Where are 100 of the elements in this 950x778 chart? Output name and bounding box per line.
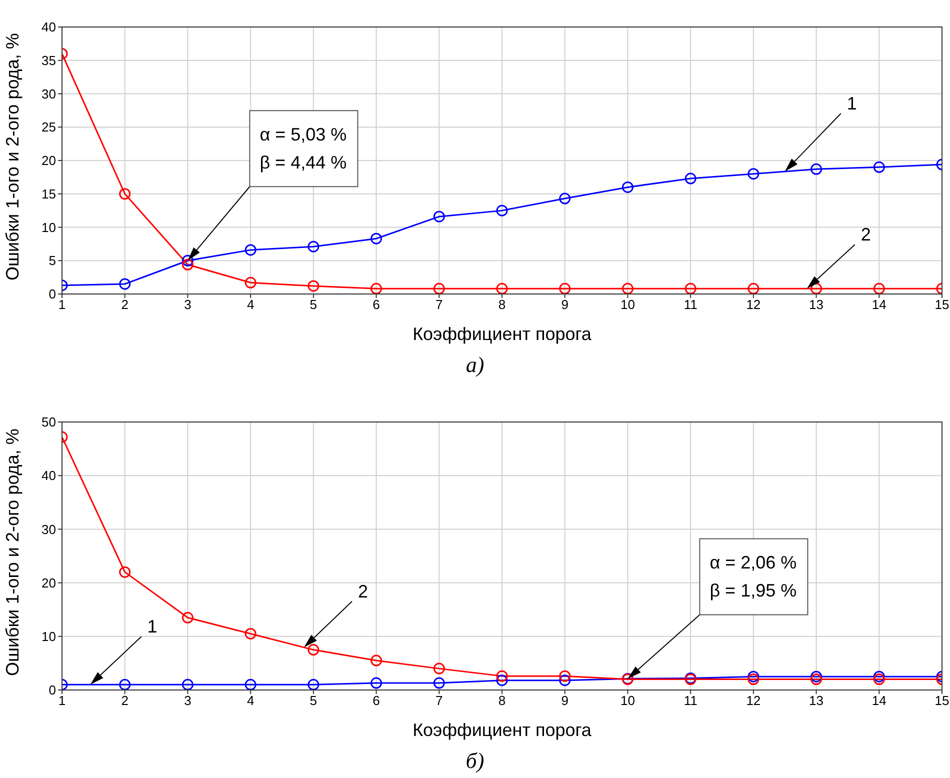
x-tick-label: 5 bbox=[310, 297, 318, 312]
point bbox=[748, 282, 760, 294]
x-tick-label: 13 bbox=[809, 297, 824, 312]
point bbox=[873, 282, 885, 294]
y-tick-label: 50 bbox=[42, 414, 56, 430]
point bbox=[873, 674, 885, 686]
x-tick-label: 10 bbox=[620, 297, 635, 312]
point bbox=[370, 677, 382, 689]
point bbox=[370, 232, 382, 244]
point bbox=[433, 210, 445, 222]
point bbox=[244, 678, 256, 690]
point bbox=[622, 282, 634, 294]
point bbox=[559, 670, 571, 682]
point bbox=[308, 678, 320, 690]
x-tick-label: 6 bbox=[372, 297, 380, 312]
x-tick-label: 5 bbox=[310, 693, 318, 708]
x-tick-label: 3 bbox=[184, 297, 192, 312]
point bbox=[182, 254, 194, 266]
x-tick-label: 13 bbox=[809, 693, 824, 708]
y-tick-label: 25 bbox=[42, 120, 56, 135]
x-tick-label: 14 bbox=[872, 693, 886, 708]
x-tick-label: 2 bbox=[121, 693, 128, 708]
point bbox=[810, 674, 822, 686]
point bbox=[559, 674, 571, 686]
point bbox=[119, 188, 131, 200]
point bbox=[810, 163, 822, 175]
x-axis-title: Коэффициент порога bbox=[412, 720, 592, 740]
x-tick-label: 7 bbox=[436, 693, 443, 708]
point bbox=[748, 168, 760, 180]
x-tick-label: 6 bbox=[372, 693, 380, 708]
point bbox=[119, 566, 131, 578]
y-axis-title: Ошибки 1-ого и 2-ого рода, % bbox=[2, 33, 22, 280]
x-tick-label: 7 bbox=[436, 297, 443, 312]
x-axis-title: Коэффициент порога bbox=[412, 324, 592, 344]
y-tick-label: 10 bbox=[42, 629, 56, 644]
point bbox=[496, 204, 508, 216]
x-tick-label: 14 bbox=[872, 297, 886, 312]
point bbox=[559, 282, 571, 294]
text: б) bbox=[464, 748, 486, 774]
point bbox=[684, 172, 696, 184]
x-tick-label: 9 bbox=[561, 297, 568, 312]
point bbox=[308, 644, 320, 656]
y-tick-label: 15 bbox=[42, 186, 56, 202]
x-tick-label: 4 bbox=[246, 297, 254, 312]
y-tick-label: 0 bbox=[48, 682, 56, 698]
x-tick-label: 15 bbox=[934, 693, 950, 708]
x-tick-label: 1 bbox=[58, 693, 66, 708]
text: 1 bbox=[846, 94, 857, 114]
point bbox=[370, 282, 382, 294]
text: 2 bbox=[860, 224, 871, 245]
x-tick-label: 8 bbox=[498, 693, 506, 708]
x-tick-label: 3 bbox=[184, 693, 192, 708]
text: 1 bbox=[147, 616, 158, 637]
point bbox=[748, 674, 760, 686]
x-tick-label: 11 bbox=[684, 297, 698, 312]
x-tick-label: 9 bbox=[561, 693, 568, 708]
y-tick-label: 20 bbox=[42, 575, 56, 590]
y-tick-label: 40 bbox=[42, 20, 56, 35]
x-tick-label: 8 bbox=[498, 297, 506, 312]
point bbox=[182, 678, 194, 690]
x-tick-label: 11 bbox=[684, 693, 698, 708]
point bbox=[748, 670, 760, 682]
y-axis-title: Ошибки 1-ого и 2-ого рода, % bbox=[2, 428, 22, 676]
point bbox=[810, 670, 822, 682]
point bbox=[244, 276, 256, 288]
point bbox=[308, 240, 320, 252]
point bbox=[684, 282, 696, 294]
x-tick-label: 12 bbox=[746, 297, 761, 312]
point bbox=[119, 278, 131, 290]
point bbox=[182, 258, 194, 270]
point bbox=[496, 674, 508, 686]
y-tick-label: 0 bbox=[48, 286, 56, 302]
annotation: α = 5,03 % β = 4,44 % bbox=[260, 124, 347, 173]
point bbox=[873, 670, 885, 682]
point bbox=[873, 161, 885, 173]
x-tick-label: 12 bbox=[746, 693, 761, 708]
point bbox=[308, 280, 320, 292]
point bbox=[496, 670, 508, 682]
y-tick-label: 5 bbox=[48, 253, 56, 268]
y-tick-label: 20 bbox=[42, 153, 56, 168]
point bbox=[244, 244, 256, 256]
text: а) bbox=[464, 352, 486, 378]
point bbox=[433, 662, 445, 674]
point bbox=[496, 282, 508, 294]
y-tick-label: 10 bbox=[42, 220, 56, 235]
point bbox=[433, 282, 445, 294]
y-tick-label: 40 bbox=[42, 468, 56, 484]
x-tick-label: 10 bbox=[620, 693, 635, 708]
point bbox=[433, 677, 445, 689]
annotation: α = 2,06 % β = 1,95 % bbox=[710, 552, 797, 601]
y-tick-label: 35 bbox=[42, 52, 56, 68]
y-tick-label: 30 bbox=[42, 86, 56, 102]
point bbox=[370, 654, 382, 666]
y-tick-label: 30 bbox=[42, 522, 56, 537]
point bbox=[810, 282, 822, 294]
x-tick-label: 2 bbox=[121, 297, 128, 312]
point bbox=[119, 678, 131, 690]
point bbox=[182, 612, 194, 624]
point bbox=[244, 628, 256, 640]
x-tick-label: 1 bbox=[58, 297, 66, 312]
